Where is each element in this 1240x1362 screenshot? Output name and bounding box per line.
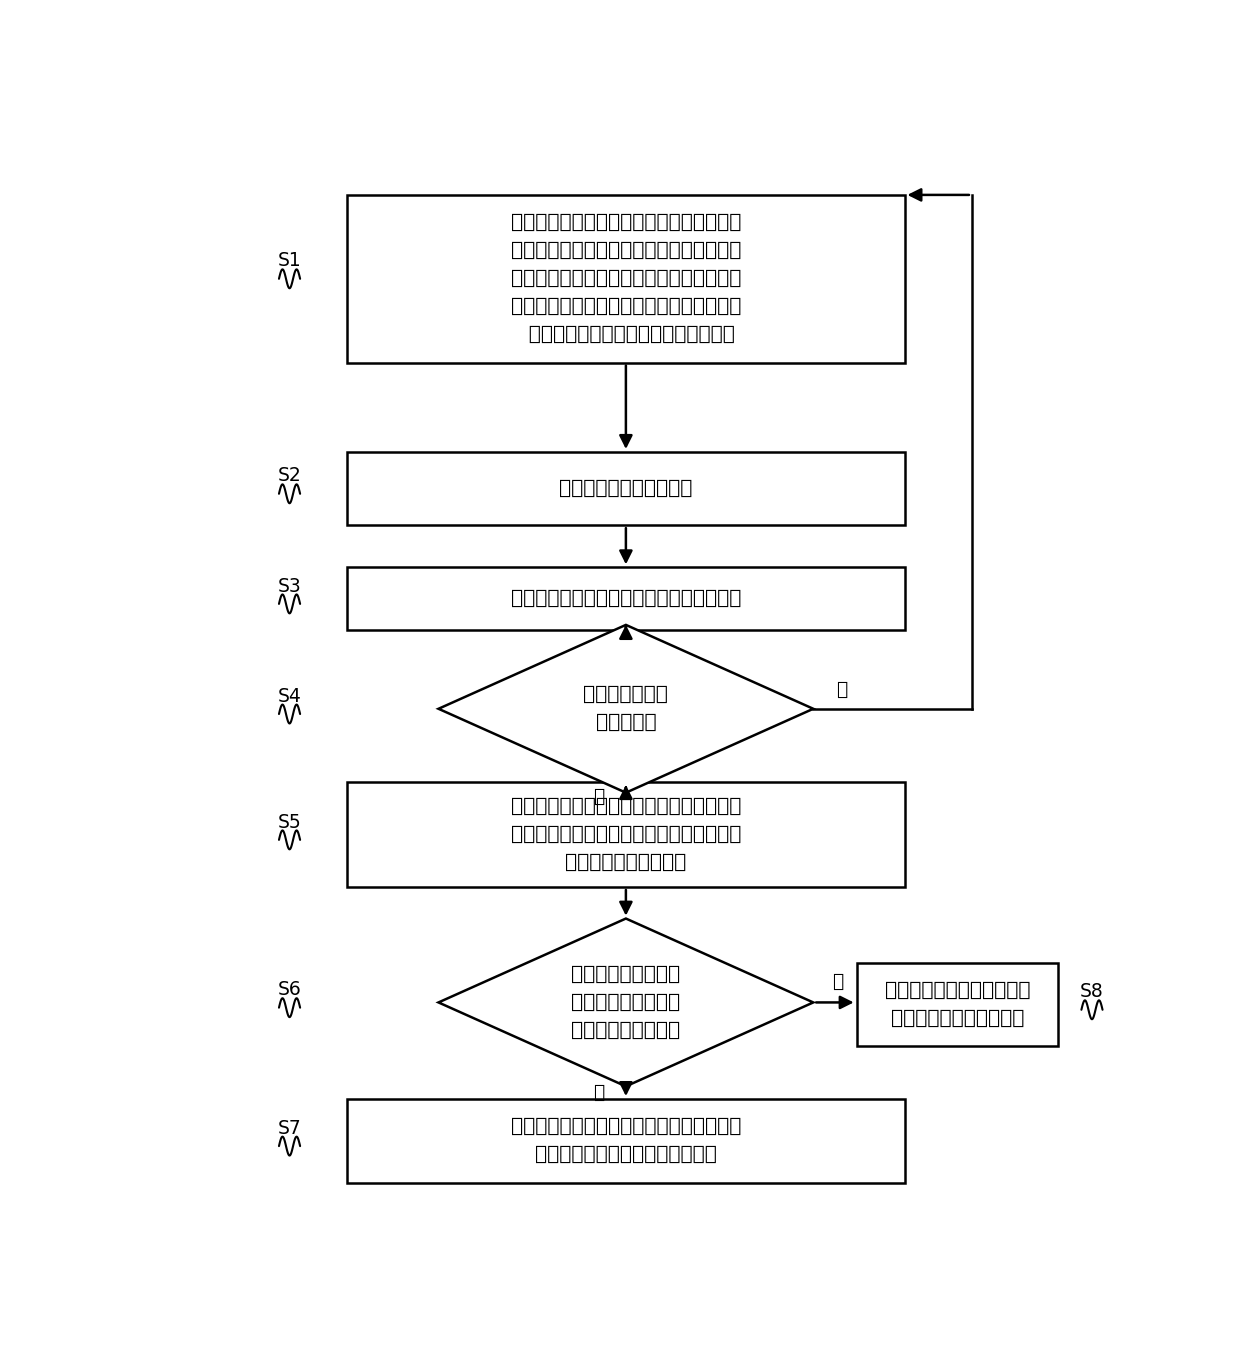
Text: S6: S6 — [278, 981, 301, 1000]
Text: S8: S8 — [1080, 982, 1104, 1001]
Bar — [857, 963, 1058, 1046]
Text: 对湮灭光子进行准直处理: 对湮灭光子进行准直处理 — [559, 479, 693, 498]
Bar — [347, 1099, 905, 1182]
Text: S7: S7 — [278, 1118, 301, 1137]
Text: 判断质子或重离子束
剂量分布是否与放疗
计划预计的位置一致: 判断质子或重离子束 剂量分布是否与放疗 计划预计的位置一致 — [572, 964, 681, 1041]
Text: 停止放射治疗，调整所述质
子或重离子束的出束参数: 停止放射治疗，调整所述质 子或重离子束的出束参数 — [884, 981, 1030, 1028]
Bar — [347, 567, 905, 631]
Text: 继续按照现有的质子或重离子束出束参数进
行放射治疗并检测，直到治疗结束: 继续按照现有的质子或重离子束出束参数进 行放射治疗并检测，直到治疗结束 — [511, 1117, 742, 1165]
Text: 是: 是 — [594, 787, 605, 806]
Text: S5: S5 — [278, 813, 301, 832]
Text: 获取准直处理后光子的位置信息和能量信息: 获取准直处理后光子的位置信息和能量信息 — [511, 590, 742, 609]
Text: 否: 否 — [832, 972, 843, 992]
Bar — [347, 452, 905, 526]
Text: 是: 是 — [594, 1083, 605, 1102]
Text: S2: S2 — [278, 466, 301, 485]
Text: 高能质子或重离子束流根据放射治疗计划设
定的靶区放射治疗，在设定的束流周期的出
束时间内，所述质子或重离子束流在束流路
径上产生正电子核素，所述正电子核素衰变
: 高能质子或重离子束流根据放射治疗计划设 定的靶区放射治疗，在设定的束流周期的出 … — [511, 214, 742, 345]
Polygon shape — [439, 918, 813, 1087]
Polygon shape — [439, 625, 813, 793]
Bar — [347, 782, 905, 887]
Text: 根据预设数量的光子位置信息和能量信息计
算得到质子或重离子放射治疗的剂量沉积空
间分布和布拉格峰位置: 根据预设数量的光子位置信息和能量信息计 算得到质子或重离子放射治疗的剂量沉积空 … — [511, 797, 742, 872]
Text: S3: S3 — [278, 576, 301, 595]
Text: 探测到足够数量
的光子信息: 探测到足够数量 的光子信息 — [584, 685, 668, 733]
Text: 否: 否 — [837, 681, 848, 700]
Text: S1: S1 — [278, 252, 301, 271]
Bar — [347, 195, 905, 362]
Text: S4: S4 — [278, 686, 301, 706]
